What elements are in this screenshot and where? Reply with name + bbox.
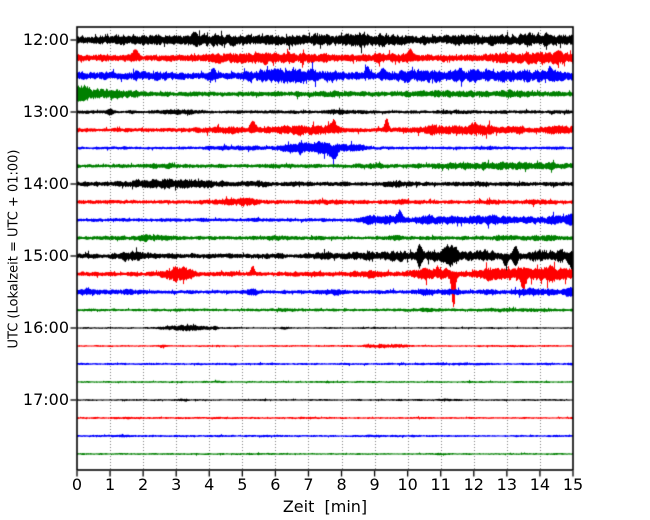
x-tick-label: 14 [529,475,551,494]
x-tick-label: 10 [397,475,418,494]
y-tick-label: 15:00 [22,246,69,265]
y-tick-label: 12:00 [22,30,69,49]
x-tick-label: 9 [369,475,380,494]
x-tick-label: 1 [104,475,116,494]
x-tick-label: 7 [303,475,314,494]
y-tick-label: 13:00 [22,102,69,121]
x-tick-label: 13 [496,475,518,494]
x-tick-label: 15 [562,475,584,494]
x-tick-label: 12 [463,475,484,494]
x-tick-label: 4 [204,475,215,494]
y-tick-label: 16:00 [22,318,69,337]
x-tick-label: 6 [270,475,281,494]
x-tick-label: 3 [171,475,182,494]
x-axis-label: Zeit [min] [282,497,368,516]
x-tick-label: 2 [138,475,149,494]
y-tick-label: 17:00 [22,390,69,409]
x-tick-label: 0 [71,475,83,494]
x-tick-label: 5 [237,475,248,494]
x-tick-label: 11 [430,475,451,494]
x-tick-label: 8 [336,475,347,494]
y-tick-label: 14:00 [22,174,69,193]
